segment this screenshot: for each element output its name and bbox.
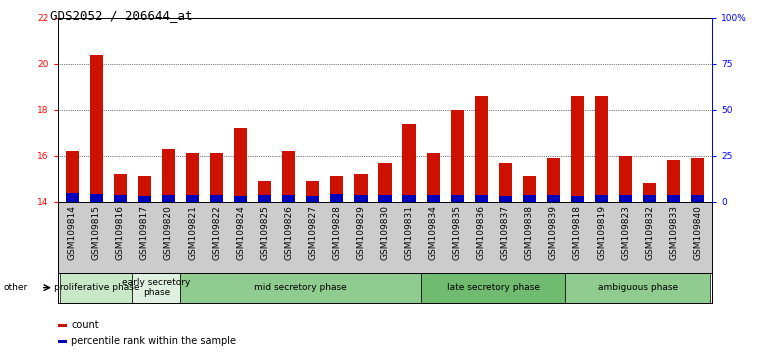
- Text: GSM109826: GSM109826: [284, 205, 293, 260]
- Bar: [186, 195, 199, 202]
- Bar: [258, 181, 271, 202]
- Text: late secretory phase: late secretory phase: [447, 283, 540, 292]
- Text: other: other: [4, 283, 28, 292]
- Bar: [330, 176, 343, 202]
- Text: GSM109834: GSM109834: [429, 205, 437, 260]
- Bar: [595, 195, 608, 202]
- Text: GSM109825: GSM109825: [260, 205, 269, 260]
- Bar: [619, 195, 632, 202]
- Bar: [234, 128, 247, 202]
- Bar: [499, 162, 512, 202]
- Text: GSM109829: GSM109829: [357, 205, 366, 260]
- Bar: [427, 195, 440, 202]
- Bar: [427, 153, 440, 202]
- Text: GSM109824: GSM109824: [236, 205, 245, 260]
- Bar: [643, 183, 656, 202]
- Bar: [306, 196, 320, 202]
- Bar: [450, 195, 464, 202]
- Text: GDS2052 / 206644_at: GDS2052 / 206644_at: [50, 9, 192, 22]
- Text: percentile rank within the sample: percentile rank within the sample: [71, 336, 236, 346]
- Text: GSM109832: GSM109832: [645, 205, 654, 260]
- Bar: [474, 96, 488, 202]
- Bar: [643, 195, 656, 202]
- Bar: [354, 195, 367, 202]
- Bar: [547, 158, 560, 202]
- Text: GSM109819: GSM109819: [597, 205, 606, 260]
- Bar: [60, 273, 132, 303]
- Text: GSM109823: GSM109823: [621, 205, 630, 260]
- Bar: [58, 324, 68, 327]
- Bar: [89, 55, 103, 202]
- Bar: [306, 181, 320, 202]
- Bar: [571, 96, 584, 202]
- Text: mid secretory phase: mid secretory phase: [254, 283, 347, 292]
- Text: GSM109817: GSM109817: [140, 205, 149, 260]
- Text: GSM109835: GSM109835: [453, 205, 462, 260]
- Bar: [282, 151, 296, 202]
- Bar: [378, 162, 392, 202]
- Text: GSM109827: GSM109827: [308, 205, 317, 260]
- Text: count: count: [71, 320, 99, 330]
- Text: GSM109838: GSM109838: [525, 205, 534, 260]
- Bar: [89, 194, 103, 202]
- Bar: [691, 195, 705, 202]
- Text: GSM109822: GSM109822: [212, 205, 221, 260]
- Bar: [691, 158, 705, 202]
- Bar: [421, 273, 565, 303]
- Text: proliferative phase: proliferative phase: [53, 283, 139, 292]
- Bar: [547, 195, 560, 202]
- Bar: [523, 176, 536, 202]
- Bar: [210, 195, 223, 202]
- Text: early secretory
phase: early secretory phase: [122, 278, 191, 297]
- Text: GSM109820: GSM109820: [164, 205, 173, 260]
- Bar: [565, 273, 710, 303]
- Text: GSM109830: GSM109830: [380, 205, 390, 260]
- Text: GSM109839: GSM109839: [549, 205, 558, 260]
- Bar: [499, 196, 512, 202]
- Bar: [186, 153, 199, 202]
- Bar: [619, 156, 632, 202]
- Bar: [354, 174, 367, 202]
- Bar: [378, 195, 392, 202]
- Text: GSM109828: GSM109828: [333, 205, 341, 260]
- Bar: [234, 196, 247, 202]
- Bar: [114, 174, 127, 202]
- Text: GSM109833: GSM109833: [669, 205, 678, 260]
- Bar: [258, 195, 271, 202]
- Bar: [114, 195, 127, 202]
- Bar: [571, 196, 584, 202]
- Bar: [162, 195, 175, 202]
- Bar: [282, 195, 296, 202]
- Bar: [65, 151, 79, 202]
- Text: GSM109815: GSM109815: [92, 205, 101, 260]
- Text: GSM109818: GSM109818: [573, 205, 582, 260]
- Text: GSM109821: GSM109821: [188, 205, 197, 260]
- Bar: [595, 96, 608, 202]
- Text: ambiguous phase: ambiguous phase: [598, 283, 678, 292]
- Bar: [65, 193, 79, 202]
- Bar: [474, 195, 488, 202]
- Bar: [523, 195, 536, 202]
- Bar: [138, 176, 151, 202]
- Bar: [58, 340, 68, 343]
- Bar: [450, 110, 464, 202]
- Text: GSM109840: GSM109840: [693, 205, 702, 260]
- Bar: [162, 149, 175, 202]
- Text: GSM109837: GSM109837: [500, 205, 510, 260]
- Bar: [403, 195, 416, 202]
- Bar: [667, 195, 681, 202]
- Bar: [667, 160, 681, 202]
- Text: GSM109816: GSM109816: [116, 205, 125, 260]
- Bar: [138, 196, 151, 202]
- Text: GSM109836: GSM109836: [477, 205, 486, 260]
- Bar: [180, 273, 421, 303]
- Text: GSM109831: GSM109831: [404, 205, 413, 260]
- Bar: [403, 124, 416, 202]
- Text: GSM109814: GSM109814: [68, 205, 77, 260]
- Bar: [132, 273, 180, 303]
- Bar: [330, 194, 343, 202]
- Bar: [210, 153, 223, 202]
